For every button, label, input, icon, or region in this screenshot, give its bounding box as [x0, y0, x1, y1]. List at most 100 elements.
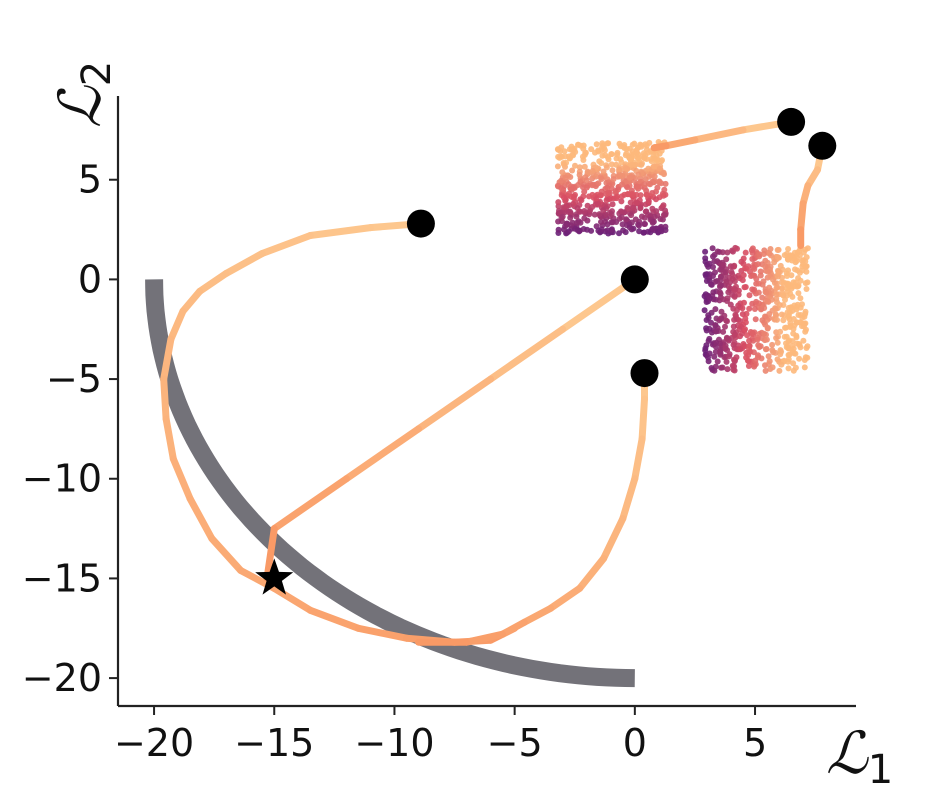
cloud-point	[770, 276, 776, 283]
cloud-point	[624, 184, 631, 191]
x-tick-label: −10	[354, 721, 434, 765]
cloud-point	[777, 328, 784, 335]
cloud-point	[596, 211, 603, 218]
target-star-marker	[255, 558, 294, 595]
trajectory-segment	[600, 515, 627, 562]
trajectory-segment	[186, 495, 216, 542]
cloud-point	[731, 367, 738, 374]
cloud-point	[780, 317, 787, 324]
cloud-point	[702, 248, 709, 255]
x-tick-label: −20	[114, 721, 194, 765]
cloud-point	[719, 364, 726, 371]
cloud-point	[773, 285, 780, 291]
x-axis-label: ℒ1	[826, 719, 893, 793]
cloud-point	[784, 343, 791, 350]
cloud-point	[566, 155, 573, 162]
cloud-point	[757, 268, 764, 275]
cloud-point	[712, 306, 719, 313]
cloud-point	[565, 209, 572, 215]
cloud-point	[723, 278, 730, 285]
cloud-point	[662, 227, 669, 234]
cloud-point	[593, 141, 600, 148]
cloud-point	[714, 248, 721, 255]
start-point-marker	[630, 359, 659, 388]
cloud-point	[643, 142, 650, 149]
cloud-point	[638, 213, 645, 220]
cloud-point	[797, 277, 804, 284]
cloud-point	[712, 343, 719, 350]
trajectory-segment	[179, 287, 204, 315]
cloud-point	[731, 285, 738, 292]
cloud-point	[599, 152, 606, 159]
cloud-point	[616, 166, 623, 173]
cloud-point	[746, 348, 753, 355]
cloud-point	[789, 338, 796, 345]
cloud-point	[643, 191, 650, 198]
y-axis-label-main: ℒ	[46, 85, 114, 128]
cloud-point	[618, 198, 625, 205]
cloud-point	[772, 306, 779, 312]
cloud-point	[793, 303, 800, 310]
cloud-point	[603, 197, 610, 204]
cloud-point	[734, 245, 740, 252]
cloud-point	[764, 298, 771, 305]
markers	[255, 107, 837, 595]
cloud-point	[662, 180, 669, 187]
cloud-point	[764, 268, 771, 275]
cloud-point	[771, 259, 778, 266]
cloud-point	[645, 149, 651, 156]
point-clouds	[554, 139, 811, 374]
cloud-point	[616, 230, 622, 237]
cloud-point	[730, 323, 737, 330]
cloud-point	[641, 181, 648, 188]
cloud-point	[761, 251, 767, 257]
cloud-point	[640, 229, 647, 236]
cloud-point	[592, 201, 599, 208]
cloud-point	[708, 365, 715, 371]
cloud-point	[731, 316, 738, 323]
cloud-point	[787, 323, 794, 329]
cloud-point	[651, 173, 658, 180]
cloud-point	[709, 245, 716, 252]
cloud-point	[801, 320, 808, 327]
y-axis-label: ℒ2	[46, 61, 120, 128]
cloud-point	[630, 151, 637, 158]
cloud-point	[573, 213, 580, 220]
cloud-point	[794, 254, 800, 261]
cloud-point	[662, 207, 669, 214]
cloud-point	[600, 207, 607, 214]
trajectory-segment	[270, 584, 314, 614]
y-tick-label: −10	[22, 457, 102, 501]
cloud-point	[614, 151, 621, 158]
trajectory-segment	[797, 200, 807, 234]
cloud-point	[656, 165, 663, 172]
cloud-point	[785, 365, 792, 372]
cloud-point	[661, 212, 668, 218]
cloud-point	[755, 354, 761, 361]
cloud-point	[784, 309, 791, 316]
cloud-point	[740, 272, 747, 279]
cloud-point	[710, 289, 717, 296]
cloud-point	[752, 316, 759, 323]
cloud-point	[774, 339, 781, 346]
cloud-point	[751, 266, 758, 272]
cloud-point	[562, 153, 569, 160]
cloud-point	[724, 318, 730, 325]
cloud-point	[796, 355, 803, 362]
cloud-point	[723, 358, 730, 365]
cloud-point	[609, 167, 616, 174]
trajectory-2	[263, 275, 639, 582]
cloud-point	[803, 286, 810, 292]
cloud-point	[782, 324, 788, 331]
cloud-point	[706, 350, 713, 357]
cloud-point	[569, 219, 576, 226]
cloud-point	[759, 317, 766, 324]
cloud-point	[795, 290, 802, 297]
cloud-point	[756, 330, 763, 337]
cloud-point	[800, 337, 807, 344]
cloud-point	[746, 342, 753, 349]
cloud-point	[646, 173, 653, 180]
cloud-point	[634, 183, 641, 190]
cloud-point	[613, 161, 620, 168]
